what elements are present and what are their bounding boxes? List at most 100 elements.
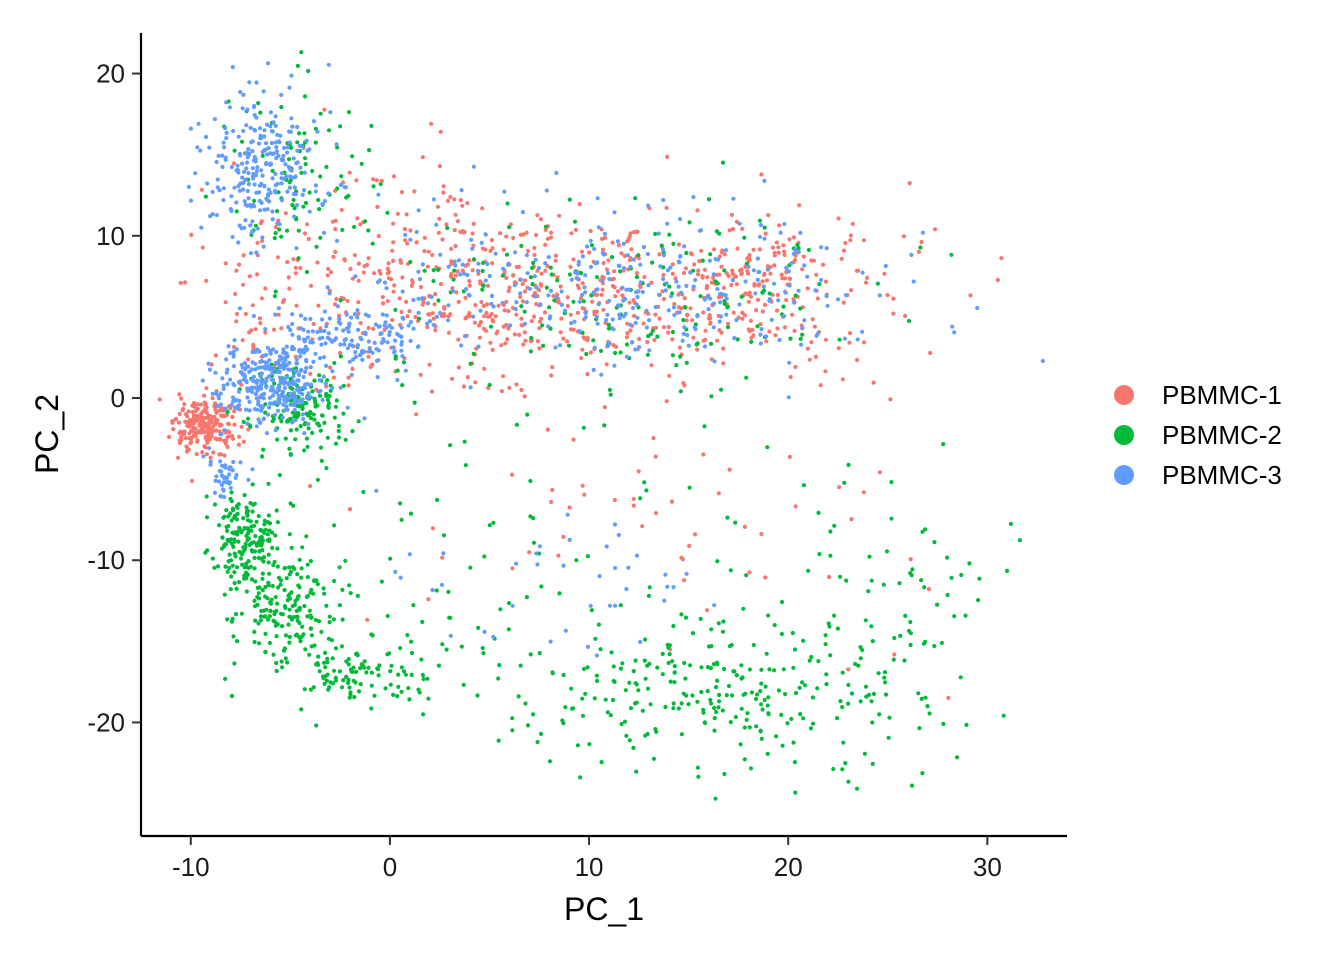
point [225, 528, 230, 534]
point [247, 151, 252, 156]
point [448, 194, 453, 200]
point [585, 372, 590, 377]
point [903, 613, 908, 619]
x-tick-label: 30 [973, 852, 1002, 882]
point [255, 226, 260, 231]
point [245, 518, 251, 523]
point [558, 284, 563, 289]
point [999, 256, 1004, 261]
point [300, 192, 305, 197]
point [299, 575, 304, 580]
point [854, 268, 859, 273]
point [309, 587, 314, 592]
point [688, 306, 693, 311]
point [234, 586, 239, 591]
point [422, 249, 427, 254]
point [592, 312, 597, 317]
point [529, 318, 534, 324]
point [246, 559, 251, 564]
point [717, 692, 722, 698]
point [870, 639, 875, 644]
point [303, 200, 309, 206]
point [308, 626, 313, 631]
point [295, 618, 300, 623]
point [766, 711, 771, 716]
point [320, 317, 325, 322]
point [550, 365, 555, 370]
point [275, 132, 280, 137]
point [294, 387, 299, 392]
point [818, 383, 823, 388]
point [210, 556, 215, 561]
point [314, 244, 319, 249]
point [682, 383, 687, 388]
point [630, 305, 636, 311]
point [719, 292, 725, 297]
point [840, 705, 845, 710]
point [618, 666, 624, 671]
point [784, 265, 789, 271]
point [620, 285, 625, 290]
point [760, 309, 765, 314]
point [967, 561, 972, 566]
point [854, 786, 860, 791]
point [220, 463, 225, 468]
point [279, 419, 284, 424]
point [605, 271, 611, 276]
point [843, 293, 849, 298]
point [532, 291, 538, 296]
point [263, 286, 268, 291]
point [297, 399, 302, 404]
point [272, 188, 277, 193]
point [299, 566, 304, 571]
point [190, 409, 195, 414]
point [203, 194, 208, 199]
point [676, 706, 681, 711]
point [228, 406, 233, 411]
point [1017, 538, 1023, 543]
point [756, 269, 761, 275]
point [679, 306, 684, 311]
point [391, 345, 396, 350]
point [870, 720, 875, 725]
point [494, 331, 499, 336]
point [195, 145, 200, 150]
point [884, 549, 890, 554]
point [684, 318, 689, 323]
point [465, 314, 470, 319]
point [327, 620, 332, 625]
point [908, 619, 913, 625]
point [751, 247, 756, 252]
point [695, 699, 700, 704]
point [230, 541, 235, 546]
point [212, 565, 217, 570]
point [513, 250, 518, 255]
point [719, 330, 724, 335]
point [812, 324, 818, 329]
point [792, 300, 797, 305]
point [631, 669, 636, 674]
point [284, 419, 290, 424]
point [592, 246, 597, 251]
point [685, 333, 690, 338]
point [342, 258, 347, 263]
point [661, 276, 666, 282]
point [440, 555, 445, 560]
point [534, 285, 539, 290]
point [317, 356, 323, 361]
point [266, 513, 271, 518]
point [231, 364, 236, 369]
point [226, 514, 231, 519]
point [790, 630, 795, 636]
point [282, 145, 287, 151]
point [637, 345, 642, 350]
point [709, 644, 714, 649]
point [631, 496, 636, 502]
point [347, 322, 352, 327]
point [588, 350, 594, 355]
point [815, 686, 820, 691]
point [242, 169, 247, 174]
point [549, 230, 554, 235]
point [310, 430, 315, 435]
